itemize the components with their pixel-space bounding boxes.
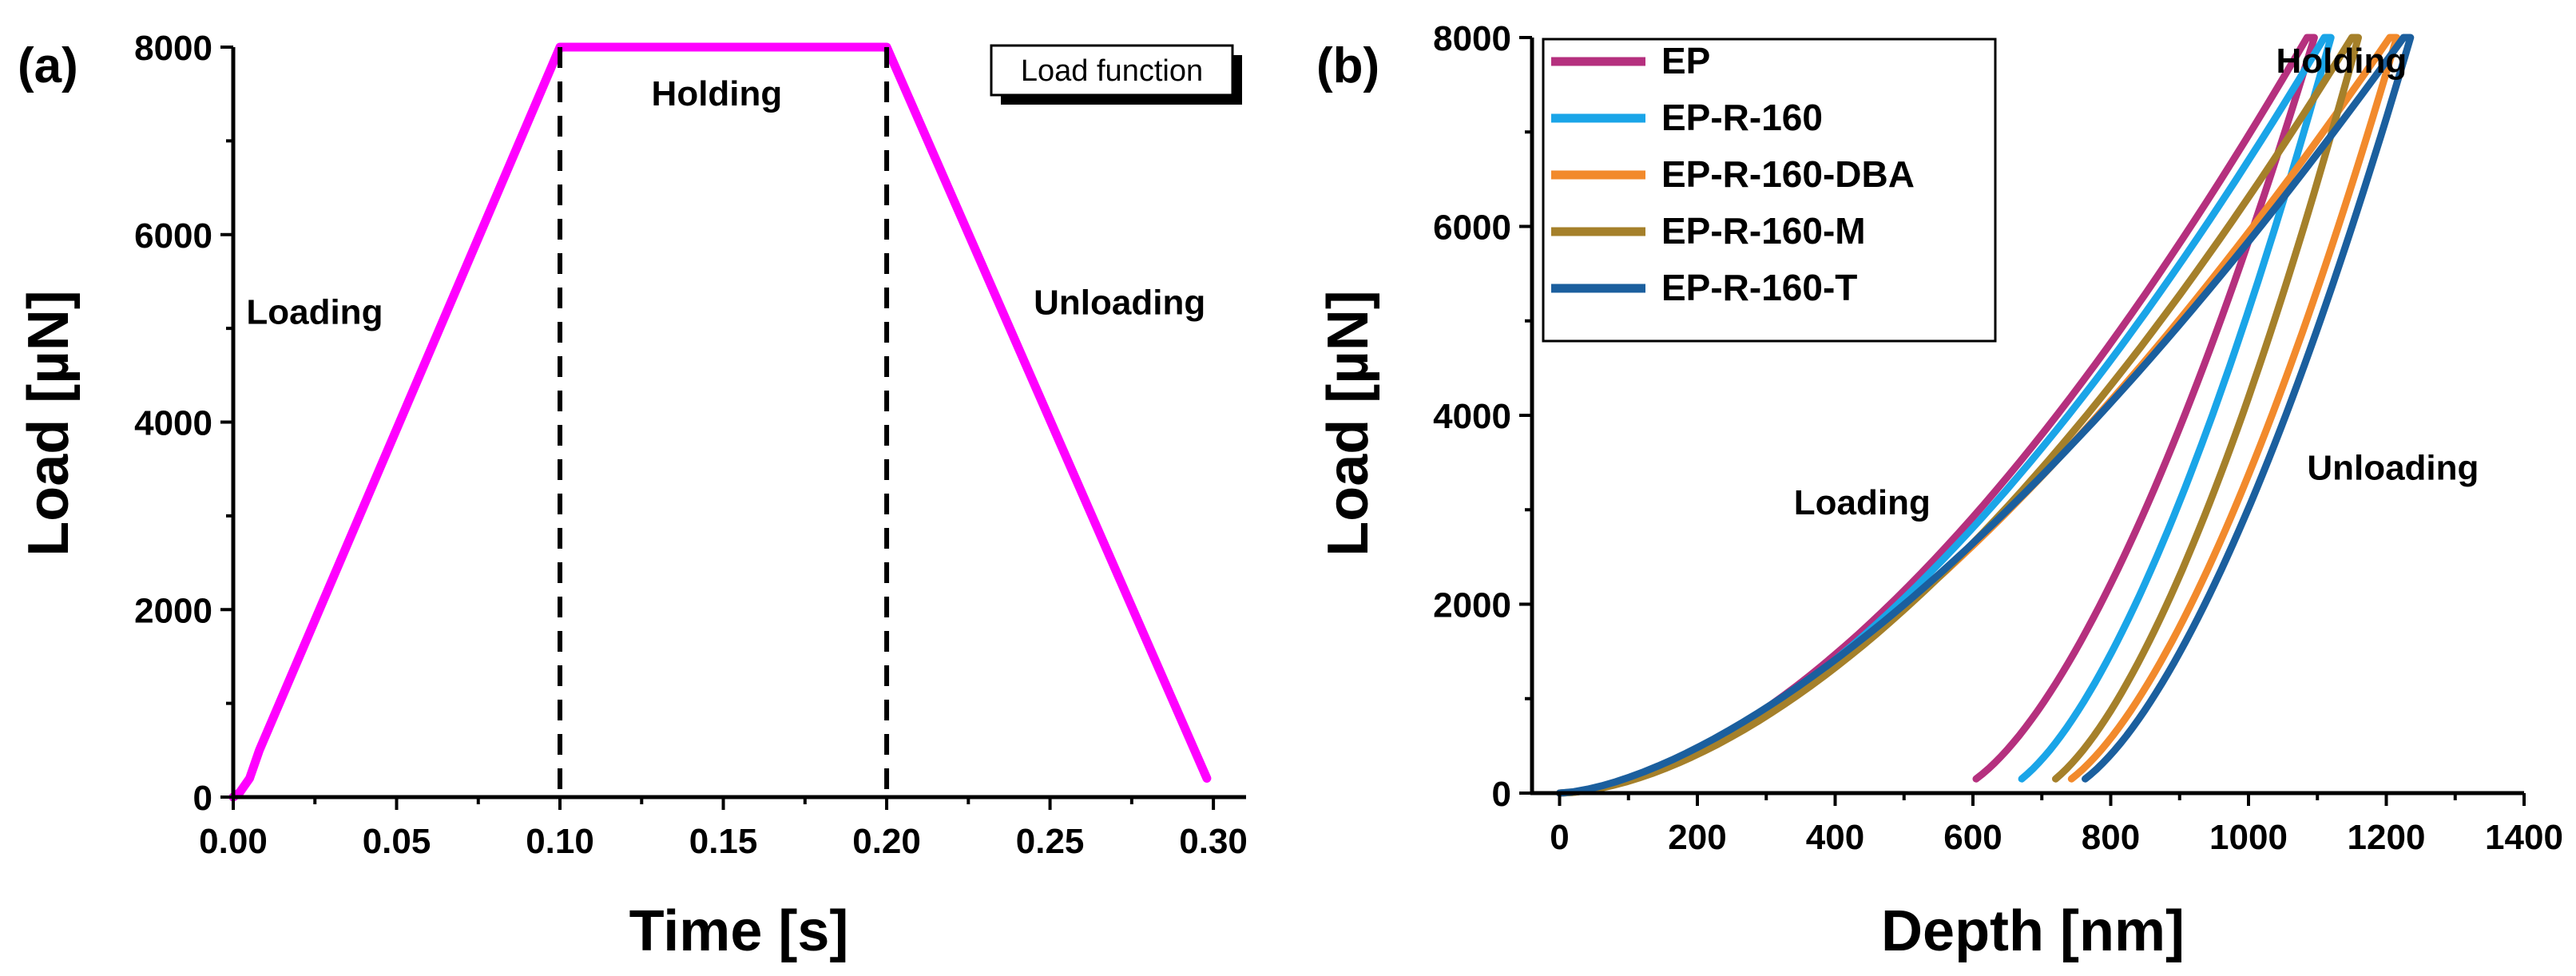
panel-a-chart: (a) 0.00 0.05 0.10 0.15 0.20 0.25 0.30 0 2000 40… — [17, 29, 1248, 963]
panel-a-x-tick-label-0-15: 0.15 — [689, 822, 758, 861]
annotation-unloading-a: Unloading — [1034, 284, 1205, 323]
panel-a-y-tick-label-0: 0 — [193, 779, 212, 818]
annotation-unloading-b: Unloading — [2307, 448, 2479, 487]
legend-label-ep-r-160-t: EP-R-160-T — [1661, 267, 1857, 308]
panel-b-chart: (b) 0 200 400 600 800 1000 1200 1400 0 2000 4000 6… — [1316, 19, 2563, 963]
legend-label-ep-r-160: EP-R-160 — [1661, 97, 1823, 138]
panel-b-series-group — [1556, 34, 2415, 797]
panel-a-y-tick-label-8000: 8000 — [134, 29, 212, 68]
series-ep-r-160-m — [1556, 34, 2362, 797]
annotation-loading-a: Loading — [246, 292, 383, 331]
legend-label-ep-r-160-m: EP-R-160-M — [1661, 210, 1866, 252]
panel-a-y-axis-title: Load [µN] — [17, 290, 81, 556]
panel-a-y-tick-label-4000: 4000 — [134, 404, 212, 443]
panel-a-legend: Load function — [990, 44, 1242, 105]
panel-b-x-ticks: 0 200 400 600 800 1000 1200 1400 — [1550, 793, 2563, 857]
panel-a-annotations: Loading Holding Unloading — [246, 74, 1205, 331]
panel-b-label: (b) — [1316, 38, 1379, 93]
panel-b-x-tick-label-600: 600 — [1943, 818, 2002, 857]
legend-label-load-function: Load function — [1021, 54, 1203, 88]
series-ep-r-160-t — [1556, 34, 2415, 797]
panel-a-x-tick-label-0-05: 0.05 — [363, 822, 431, 861]
panel-a-x-tick-label-0-20: 0.20 — [852, 822, 921, 861]
panel-b-x-tick-label-1000: 1000 — [2209, 818, 2288, 857]
panel-b-y-tick-label-4000: 4000 — [1433, 397, 1511, 436]
panel-a-vlines-group — [558, 47, 890, 797]
panel-b-x-tick-label-1200: 1200 — [2348, 818, 2426, 857]
panel-a-x-tick-label-0-25: 0.25 — [1016, 822, 1085, 861]
panel-a-x-tick-label-0-30: 0.30 — [1179, 822, 1248, 861]
panel-b-y-tick-label-6000: 6000 — [1433, 208, 1511, 248]
panel-b-x-tick-label-0: 0 — [1550, 818, 1569, 857]
panel-b-x-tick-label-200: 200 — [1668, 818, 1726, 857]
annotation-holding-b: Holding — [2276, 42, 2407, 81]
panel-a-y-tick-label-2000: 2000 — [134, 591, 212, 630]
legend-box — [990, 44, 1234, 97]
panel-b-y-tick-label-0: 0 — [1492, 775, 1511, 814]
panel-a-x-axis-title: Time [s] — [629, 899, 849, 963]
panel-a-x-tick-label-0-00: 0.00 — [199, 822, 268, 861]
panel-b-annotations: Holding Loading Unloading — [1794, 42, 2479, 522]
panel-b-y-axis-title: Load [µN] — [1316, 290, 1380, 556]
panel-a-y-tick-label-6000: 6000 — [134, 216, 212, 256]
panel-b-x-tick-label-400: 400 — [1806, 818, 1864, 857]
legend-label-ep-r-160-dba: EP-R-160-DBA — [1661, 153, 1915, 195]
panel-b-x-tick-label-1400: 1400 — [2485, 818, 2563, 857]
panel-a-label: (a) — [18, 38, 78, 93]
panel-b-y-ticks: 0 2000 4000 6000 8000 — [1433, 19, 1532, 814]
panel-b-y-tick-label-2000: 2000 — [1433, 586, 1511, 625]
annotation-loading-b: Loading — [1794, 483, 1931, 522]
panel-a-y-ticks: 0 2000 4000 6000 8000 — [134, 29, 233, 818]
panel-b-legend: EP EP-R-160 EP-R-160-DBA EP-R-160-M EP-R-160… — [1542, 38, 1997, 343]
legend-label-ep: EP — [1661, 40, 1710, 81]
annotation-holding-a: Holding — [652, 74, 783, 113]
panel-a-x-tick-label-0-10: 0.10 — [526, 822, 594, 861]
panel-b-x-axis-title: Depth [nm] — [1881, 899, 2185, 963]
panel-b-y-tick-label-8000: 8000 — [1433, 19, 1511, 58]
panel-a-x-ticks: 0.00 0.05 0.10 0.15 0.20 0.25 0.30 — [199, 797, 1248, 861]
panel-b-x-tick-label-800: 800 — [2082, 818, 2140, 857]
